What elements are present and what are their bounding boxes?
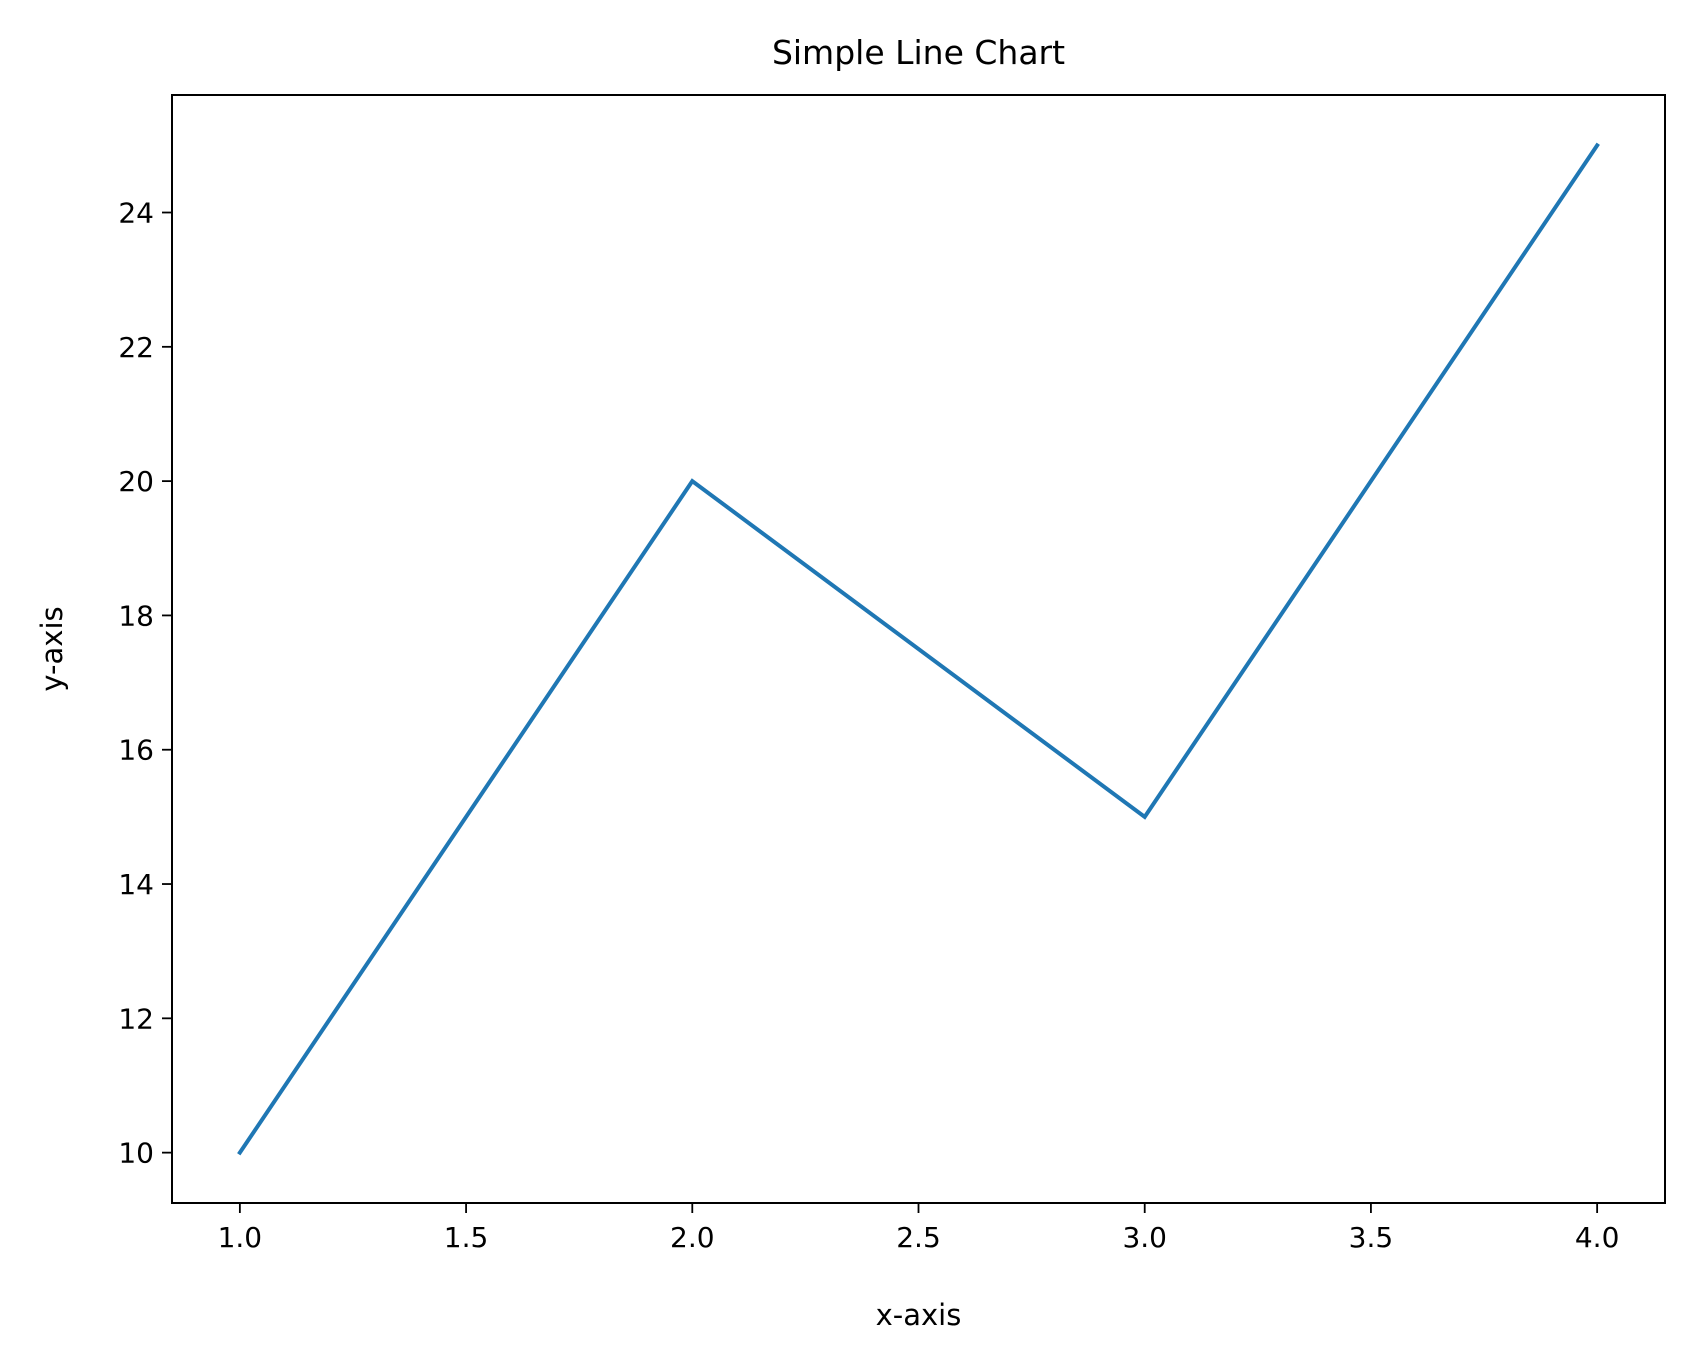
chart-title: Simple Line Chart [772,33,1065,72]
y-tick-label: 24 [118,197,154,230]
y-tick-label: 18 [118,599,154,632]
plot-area-frame [171,94,1666,1204]
series-line [237,142,1600,1156]
x-tick-label: 2.5 [896,1221,941,1254]
x-tick-label: 1.0 [218,1221,263,1254]
x-axis-label: x-axis [876,1298,962,1332]
y-tick-label: 12 [118,1002,154,1035]
x-axis-ticks: 1.0 1.5 2.0 2.5 3.0 3.5 4.0 [218,1203,1620,1254]
x-tick-label: 1.5 [444,1221,489,1254]
y-tick-label: 14 [118,868,154,901]
x-tick-label: 3.5 [1349,1221,1394,1254]
series-layer [237,142,1600,1156]
y-axis-ticks: 10 12 14 16 18 20 22 24 [118,197,172,1170]
x-tick-label: 4.0 [1575,1221,1620,1254]
y-tick-label: 16 [118,734,154,767]
y-tick-label: 10 [118,1137,154,1170]
x-tick-label: 2.0 [670,1221,715,1254]
y-tick-label: 20 [118,465,154,498]
y-axis-label: y-axis [35,606,69,691]
x-tick-label: 3.0 [1122,1221,1167,1254]
y-tick-label: 22 [118,331,154,364]
